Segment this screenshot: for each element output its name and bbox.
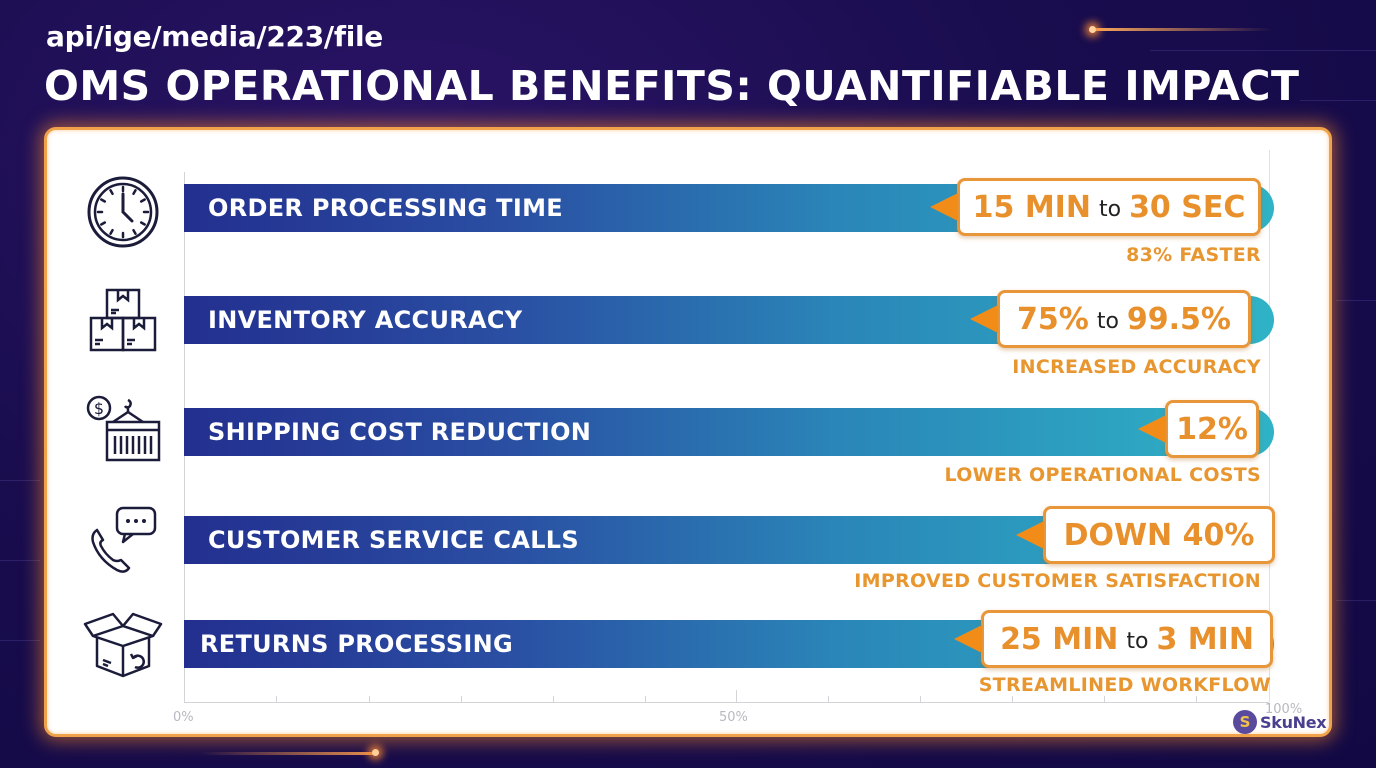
clock-icon bbox=[87, 176, 159, 248]
value-connector: to bbox=[1126, 628, 1149, 654]
callout-value: 75% to 99.5% bbox=[997, 290, 1251, 348]
circuit-line bbox=[0, 640, 40, 641]
chart-row-customer-service: CUSTOMER SERVICE CALLS DOWN 40% IMPROVED… bbox=[47, 500, 1335, 600]
x-tick bbox=[645, 696, 646, 702]
x-tick bbox=[461, 696, 462, 702]
light-streak-dot bbox=[1089, 26, 1096, 33]
value: 12% bbox=[1176, 411, 1248, 447]
x-axis-line bbox=[184, 702, 1269, 703]
value-from: 75% bbox=[1017, 301, 1089, 337]
value-connector: to bbox=[1096, 308, 1119, 334]
brand-logo-text: SkuNex bbox=[1260, 712, 1327, 732]
bar-label: ORDER PROCESSING TIME bbox=[208, 194, 563, 222]
chart-row-returns-processing: RETURNS PROCESSING 25 MIN to 3 MIN STREA… bbox=[47, 604, 1335, 704]
chart-row-order-processing: ORDER PROCESSING TIME 15 MIN to 30 SEC 8… bbox=[47, 170, 1335, 270]
light-streak bbox=[1092, 28, 1272, 31]
caption: INCREASED ACCURACY bbox=[1012, 356, 1261, 378]
chart-panel: 0% 50% 100% ORDER PROCESSING TIME 15 MIN… bbox=[44, 127, 1332, 737]
value-to: 30 SEC bbox=[1129, 189, 1246, 225]
page-title: OMS OPERATIONAL BENEFITS: QUANTIFIABLE I… bbox=[44, 62, 1300, 110]
x-tick bbox=[1012, 696, 1013, 702]
x-tick-label-0: 0% bbox=[173, 710, 194, 725]
circuit-line bbox=[1336, 600, 1376, 601]
value-from: 25 MIN bbox=[1000, 621, 1119, 657]
x-tick bbox=[276, 696, 277, 702]
value: DOWN 40% bbox=[1063, 517, 1255, 553]
circuit-line bbox=[1336, 300, 1376, 301]
bar-label: RETURNS PROCESSING bbox=[200, 630, 514, 658]
bar-label: CUSTOMER SERVICE CALLS bbox=[208, 526, 579, 554]
callout-value: DOWN 40% bbox=[1043, 506, 1275, 564]
x-tick-label-50: 50% bbox=[719, 710, 748, 725]
x-tick bbox=[369, 696, 370, 702]
caption: 83% FASTER bbox=[1126, 244, 1261, 266]
svg-text:$: $ bbox=[94, 399, 104, 418]
value-from: 15 MIN bbox=[972, 189, 1091, 225]
callout-value: 25 MIN to 3 MIN bbox=[981, 610, 1273, 668]
caption: IMPROVED CUSTOMER SATISFACTION bbox=[854, 570, 1261, 592]
circuit-line bbox=[0, 480, 40, 481]
bar-label: SHIPPING COST REDUCTION bbox=[208, 418, 592, 446]
x-tick-major bbox=[736, 690, 737, 702]
chart-row-shipping-cost: $ SHIPPING COST REDUCTION 12% LOWER OPER… bbox=[47, 392, 1335, 492]
x-tick bbox=[1196, 696, 1197, 702]
shipping-container-cost-icon: $ bbox=[86, 395, 161, 462]
page-subtitle: api/ige/media/223/file bbox=[46, 20, 383, 53]
circuit-line bbox=[1300, 100, 1376, 101]
x-tick bbox=[1104, 696, 1105, 702]
light-streak bbox=[200, 752, 376, 755]
x-tick bbox=[920, 696, 921, 702]
callout-value: 15 MIN to 30 SEC bbox=[957, 178, 1261, 236]
phone-chat-icon bbox=[91, 506, 157, 573]
callout-value: 12% bbox=[1165, 400, 1259, 458]
x-tick bbox=[553, 696, 554, 702]
circuit-line bbox=[1150, 50, 1376, 51]
value-connector: to bbox=[1098, 196, 1122, 222]
light-streak-dot bbox=[372, 749, 379, 756]
bar-label: INVENTORY ACCURACY bbox=[208, 306, 523, 334]
brand-logo: S SkuNex bbox=[1233, 710, 1327, 734]
caption: STREAMLINED WORKFLOW bbox=[978, 674, 1271, 696]
brand-logo-icon: S bbox=[1233, 710, 1257, 734]
x-tick-label-100: 100% bbox=[1265, 702, 1303, 717]
bar-shipping-cost: SHIPPING COST REDUCTION bbox=[184, 408, 1274, 456]
caption: LOWER OPERATIONAL COSTS bbox=[944, 464, 1261, 486]
x-tick bbox=[828, 696, 829, 702]
value-to: 99.5% bbox=[1126, 301, 1231, 337]
value-to: 3 MIN bbox=[1156, 621, 1254, 657]
circuit-line bbox=[0, 560, 40, 561]
return-box-icon bbox=[83, 612, 163, 678]
stacked-boxes-icon bbox=[89, 288, 157, 352]
chart-row-inventory-accuracy: INVENTORY ACCURACY 75% to 99.5% INCREASE… bbox=[47, 282, 1335, 382]
